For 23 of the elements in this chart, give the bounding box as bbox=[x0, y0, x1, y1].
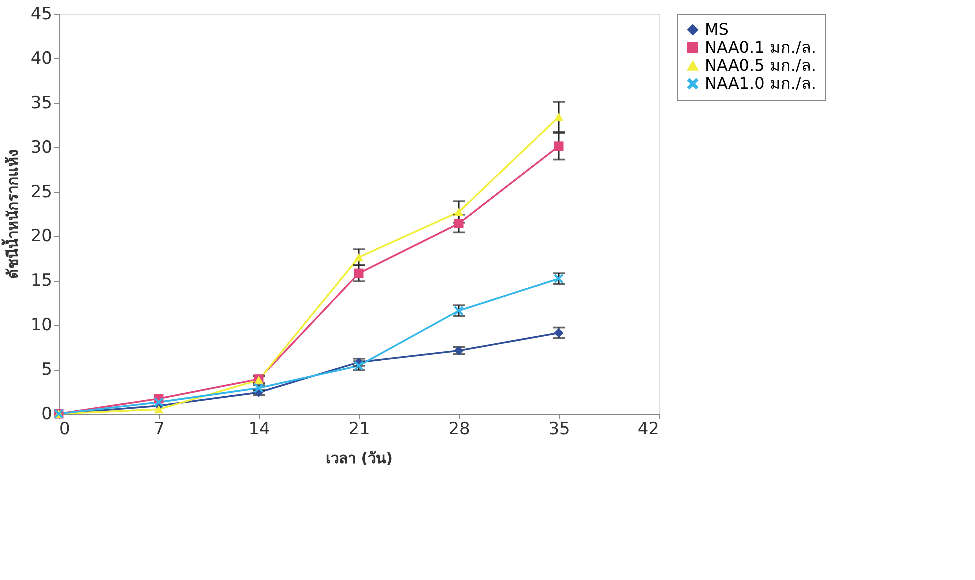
y-tick-label: 5 bbox=[42, 360, 52, 380]
x-tick-label: 35 bbox=[548, 420, 570, 440]
y-tick-label: 10 bbox=[30, 316, 52, 336]
y-tick-label: 45 bbox=[30, 4, 52, 24]
x-tick-label: 14 bbox=[248, 420, 270, 440]
x-tick-label: 42 bbox=[638, 420, 660, 440]
x-tick-label: 21 bbox=[348, 420, 370, 440]
x-tick-label: 0 bbox=[60, 420, 70, 440]
y-tick-label: 15 bbox=[30, 271, 52, 292]
y-tick-label: 20 bbox=[30, 226, 52, 247]
legend-label: NAA0.1 มก./ล. bbox=[705, 38, 816, 57]
legend-label: NAA1.0 มก./ล. bbox=[705, 74, 816, 93]
x-axis-title: เวลา (วัน) bbox=[326, 450, 393, 468]
y-tick-label: 30 bbox=[30, 138, 52, 158]
y-tick-label: 40 bbox=[30, 48, 52, 69]
y-tick-label: 0 bbox=[42, 404, 52, 424]
x-tick-label: 28 bbox=[448, 420, 470, 440]
legend-label: MS bbox=[705, 20, 729, 39]
legend-label: NAA0.5 มก./ล. bbox=[705, 56, 816, 75]
y-tick-label: 35 bbox=[30, 93, 52, 114]
y-axis-title: ดัชนีน้ำหนักรากแห้ง bbox=[0, 150, 22, 279]
x-tick-label: 7 bbox=[154, 420, 165, 440]
y-tick-label: 25 bbox=[30, 182, 52, 202]
